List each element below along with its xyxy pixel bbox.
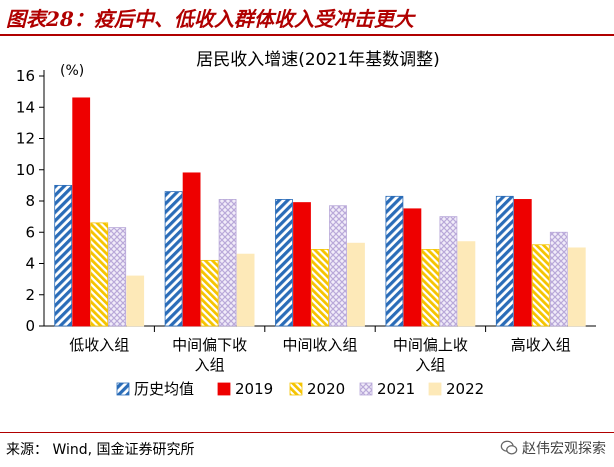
bar-2019 — [513, 199, 532, 327]
legend-swatch-2021 — [359, 382, 373, 396]
y-tick-label: 0 — [25, 317, 35, 335]
bar-2021 — [329, 205, 347, 327]
bar-历史均值 — [495, 195, 514, 327]
legend-swatch-2022 — [428, 382, 442, 396]
x-tick-label: 中间收入组 — [282, 336, 357, 354]
y-tick-label: 4 — [25, 255, 35, 273]
figure-header: 图表28：疫后中、低收入群体收入受冲击更大 — [0, 0, 614, 36]
figure-label: 图表28：疫后中、低收入群体收入受冲击更大 — [6, 7, 414, 31]
legend-swatch-2019 — [217, 382, 231, 396]
bar-2020 — [90, 222, 109, 327]
y-tick-label: 14 — [16, 98, 35, 116]
bar-2022 — [347, 242, 365, 327]
x-tick-label: 入组 — [195, 356, 225, 374]
y-tick-label: 10 — [16, 161, 35, 179]
bar-2020 — [200, 259, 219, 327]
legend-swatch-历史均值 — [116, 382, 130, 396]
bar-2021 — [108, 227, 127, 327]
bar-2019 — [72, 97, 91, 327]
figure-footer: 来源： Wind, 国金证券研究所 赵伟宏观探索 — [0, 432, 614, 467]
watermark: 赵伟宏观探索 — [500, 438, 606, 458]
chart-title: 居民收入增速(2021年基数调整) — [196, 50, 440, 70]
legend-swatch-2020 — [289, 382, 303, 396]
legend-label: 历史均值 — [134, 380, 194, 398]
bar-2020 — [421, 249, 440, 327]
x-tick-label: 低收入组 — [69, 336, 129, 354]
x-tick-label: 高收入组 — [511, 336, 571, 354]
legend-label: 2021 — [377, 380, 415, 398]
y-axis-label: (%) — [60, 63, 84, 79]
bar-2021 — [218, 199, 237, 327]
x-tick-label: 中间偏下收 — [172, 336, 247, 354]
bar-2022 — [126, 275, 145, 327]
bar-2021 — [439, 216, 458, 327]
bar-2021 — [549, 231, 568, 327]
bar-2019 — [403, 208, 422, 327]
bar-2020 — [311, 249, 329, 327]
x-tick-label: 入组 — [415, 356, 445, 374]
wechat-icon — [500, 440, 518, 455]
y-tick-label: 8 — [25, 192, 35, 210]
bar-2019 — [293, 202, 311, 327]
y-tick-label: 6 — [25, 223, 35, 241]
y-tick-label: 2 — [25, 286, 35, 304]
watermark-text: 赵伟宏观探索 — [522, 441, 606, 457]
source-note: 来源： Wind, 国金证券研究所 — [6, 442, 195, 458]
bar-2020 — [531, 244, 550, 327]
bar-2022 — [567, 247, 586, 327]
legend-label: 2020 — [307, 380, 345, 398]
x-tick-label: 中间偏上收 — [393, 336, 468, 354]
bar-历史均值 — [54, 184, 73, 327]
y-tick-label: 16 — [16, 67, 35, 85]
bar-2022 — [457, 241, 476, 327]
bar-2019 — [182, 172, 201, 327]
bar-历史均值 — [385, 195, 404, 327]
bar-chart: 居民收入增速(2021年基数调整) (%) 0 2 4 6 8 10 12 14 16 低收入组 中间偏… — [16, 50, 596, 398]
legend-label: 2022 — [446, 380, 484, 398]
bar-2022 — [236, 253, 255, 327]
bar-历史均值 — [164, 191, 183, 327]
legend-label: 2019 — [235, 380, 273, 398]
y-tick-label: 12 — [16, 130, 35, 148]
bar-历史均值 — [275, 199, 293, 327]
